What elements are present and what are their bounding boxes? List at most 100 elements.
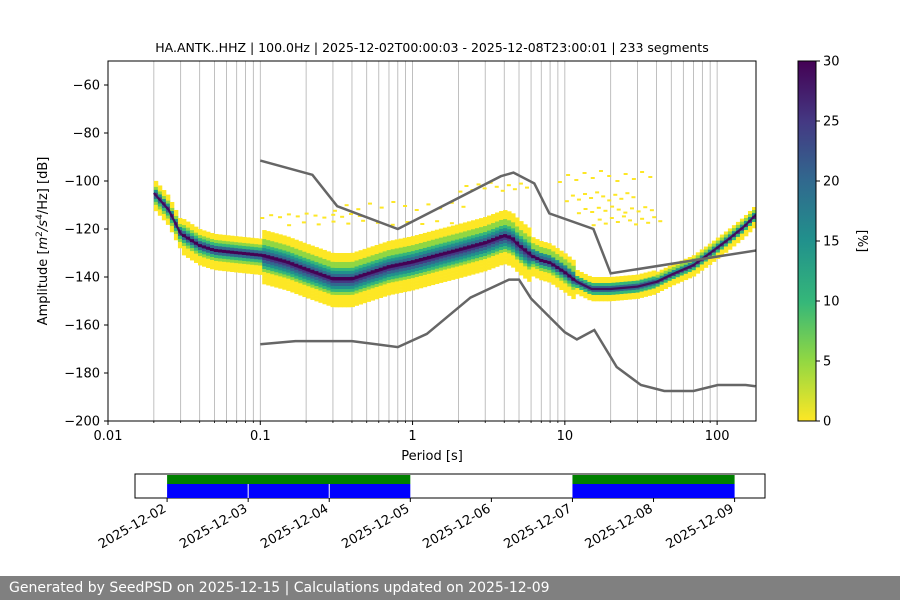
heatmap-cell bbox=[527, 242, 532, 246]
heatmap-cell bbox=[523, 224, 528, 228]
heatmap-cell bbox=[306, 274, 311, 278]
heatmap-cell bbox=[543, 269, 548, 273]
heatmap-cell bbox=[266, 261, 271, 265]
heatmap-cell bbox=[571, 265, 576, 270]
heatmap-cell bbox=[242, 248, 247, 253]
heatmap-cell bbox=[366, 268, 372, 272]
heatmap-cell bbox=[458, 259, 464, 263]
heatmap-cell bbox=[294, 239, 299, 244]
heatmap-cell bbox=[374, 256, 380, 261]
heatmap-cell bbox=[551, 269, 556, 273]
heatmap-cell bbox=[454, 254, 460, 258]
heatmap-cell bbox=[667, 271, 673, 276]
heatmap-cell bbox=[270, 250, 275, 254]
heatmap-cell bbox=[402, 279, 408, 284]
heatmap-sparse-cell bbox=[623, 173, 628, 175]
heatmap-sparse-cell bbox=[269, 214, 274, 217]
heatmap-cell bbox=[507, 226, 512, 230]
heatmap-cell bbox=[466, 227, 472, 231]
heatmap-cell bbox=[663, 267, 669, 272]
heatmap-cell bbox=[470, 271, 476, 275]
heatmap-cell bbox=[607, 295, 612, 299]
heatmap-cell bbox=[366, 259, 372, 263]
heatmap-cell bbox=[450, 255, 456, 259]
heatmap-cell bbox=[214, 236, 219, 241]
heatmap-cell bbox=[595, 289, 600, 293]
heatmap-cell bbox=[382, 248, 388, 252]
heatmap-cell bbox=[462, 222, 468, 226]
heatmap-cell bbox=[479, 248, 484, 252]
heatmap-cell bbox=[507, 223, 512, 227]
heatmap-cell bbox=[374, 289, 380, 294]
heatmap-cell bbox=[527, 263, 532, 267]
heatmap-cell bbox=[214, 263, 219, 268]
heatmap-cell bbox=[250, 240, 255, 245]
heatmap-cell bbox=[306, 247, 311, 251]
heatmap-cell bbox=[462, 249, 468, 253]
heatmap-cell bbox=[302, 278, 307, 283]
heatmap-cell bbox=[390, 267, 396, 271]
heatmap-cell bbox=[169, 219, 175, 224]
heatmap-cell bbox=[370, 246, 376, 250]
heatmap-cell bbox=[575, 285, 580, 289]
heatmap-cell bbox=[193, 247, 199, 251]
heatmap-cell bbox=[438, 231, 444, 235]
heatmap-cell bbox=[567, 280, 572, 284]
heatmap-cell bbox=[483, 247, 488, 251]
heatmap-cell bbox=[591, 289, 596, 293]
heatmap-cell bbox=[330, 273, 335, 278]
plot-area-frame bbox=[107, 60, 757, 422]
heatmap-cell bbox=[342, 280, 347, 284]
heatmap-cell bbox=[181, 219, 187, 223]
heatmap-cell bbox=[595, 298, 600, 302]
heatmap-cell bbox=[342, 283, 347, 287]
heatmap-cell bbox=[503, 222, 508, 226]
heatmap-cell bbox=[157, 212, 163, 216]
heatmap-cell bbox=[161, 190, 167, 194]
heatmap-cell bbox=[181, 228, 187, 232]
heatmap-cell bbox=[169, 210, 175, 215]
heatmap-cell bbox=[543, 251, 548, 255]
heatmap-cell bbox=[491, 235, 496, 239]
heatmap-cell bbox=[202, 251, 207, 255]
heatmap-cell bbox=[519, 260, 524, 264]
heatmap-cell bbox=[458, 223, 464, 227]
heatmap-cell bbox=[735, 239, 741, 244]
heatmap-cell bbox=[699, 249, 705, 253]
heatmap-cell bbox=[495, 257, 500, 261]
heatmap-cell bbox=[286, 269, 291, 273]
heatmap-cell bbox=[647, 274, 653, 278]
heatmap-cell bbox=[181, 237, 187, 241]
heatmap-cell bbox=[442, 278, 448, 282]
heatmap-cell bbox=[491, 250, 496, 254]
heatmap-cell bbox=[210, 233, 215, 237]
heatmap-cell bbox=[210, 239, 215, 243]
heatmap-cell bbox=[446, 274, 452, 278]
heatmap-cell bbox=[290, 247, 295, 251]
heatmap-cell bbox=[511, 258, 516, 262]
heatmap-cell bbox=[306, 253, 311, 257]
heatmap-cell bbox=[571, 289, 576, 294]
heatmap-cell bbox=[515, 238, 520, 242]
heatmap-cell bbox=[651, 270, 657, 274]
heatmap-cell bbox=[487, 230, 492, 234]
heatmap-cell bbox=[442, 248, 448, 252]
heatmap-cell bbox=[346, 283, 351, 287]
heatmap-cell bbox=[402, 246, 408, 251]
heatmap-cell bbox=[695, 270, 701, 274]
heatmap-cell bbox=[354, 260, 359, 264]
heatmap-cell bbox=[515, 262, 520, 266]
heatmap-cell bbox=[739, 236, 745, 240]
heatmap-cell bbox=[719, 252, 725, 256]
heatmap-cell bbox=[286, 242, 291, 246]
heatmap-cell bbox=[523, 260, 528, 264]
heatmap-cell bbox=[458, 229, 464, 233]
heatmap-cell bbox=[683, 273, 689, 278]
heatmap-cell bbox=[322, 258, 327, 263]
heatmap-cell bbox=[262, 260, 267, 264]
heatmap-cell bbox=[197, 253, 203, 257]
heatmap-cell bbox=[270, 283, 275, 287]
heatmap-cell bbox=[587, 290, 592, 295]
heatmap-cell bbox=[607, 292, 612, 296]
heatmap-cell bbox=[354, 284, 359, 288]
